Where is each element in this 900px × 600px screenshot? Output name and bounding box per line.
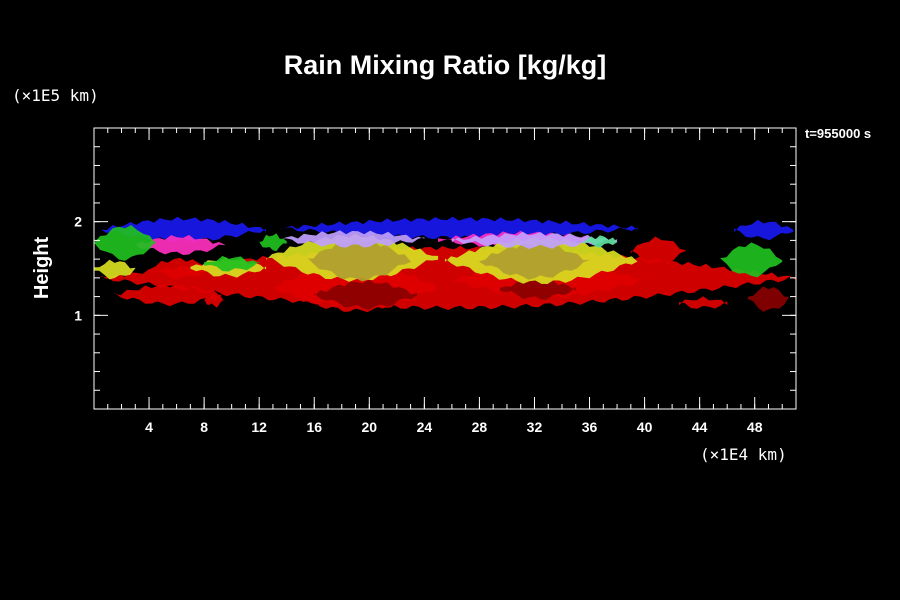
- axis-ticks: [94, 128, 796, 409]
- x-tick-label: 12: [251, 419, 267, 435]
- y-tick-label: 1: [74, 307, 82, 323]
- x-tick-label: 4: [145, 419, 153, 435]
- region-green: [259, 233, 287, 252]
- time-label: t=955000 s: [805, 126, 871, 141]
- y-axis-title: Height: [31, 237, 53, 300]
- x-tick-label: 16: [306, 419, 322, 435]
- region-red: [630, 236, 686, 264]
- region-cyan: [582, 235, 618, 248]
- x-tick-label: 36: [582, 419, 598, 435]
- region-green: [94, 225, 156, 261]
- x-tick-label: 40: [637, 419, 653, 435]
- region-red: [149, 257, 211, 280]
- plot-area: [94, 216, 796, 313]
- region-red: [204, 293, 225, 308]
- region-red: [679, 296, 728, 309]
- y-tick-label: 2: [74, 214, 82, 230]
- x-unit-label: (×1E4 km): [700, 445, 787, 464]
- x-tick-label: 8: [200, 419, 208, 435]
- x-tick-label: 48: [747, 419, 763, 435]
- chart-title: Rain Mixing Ratio [kg/kg]: [284, 50, 607, 80]
- region-lavender: [279, 230, 425, 248]
- y-unit-label: (×1E5 km): [12, 86, 99, 105]
- region-red: [114, 283, 225, 307]
- region-green: [204, 255, 260, 272]
- region-yellow: [94, 259, 136, 280]
- x-tick-label: 44: [692, 419, 708, 435]
- region-lavender: [451, 231, 618, 249]
- region-olive: [479, 242, 590, 280]
- region-green: [720, 242, 783, 278]
- region-dark_red: [500, 277, 576, 300]
- x-tick-label: 20: [362, 419, 378, 435]
- x-tick-label: 32: [527, 419, 543, 435]
- plot-frame: [93, 127, 797, 410]
- region-dark_red: [747, 286, 790, 312]
- region-magenta: [135, 234, 225, 255]
- x-tick-label: 24: [417, 419, 433, 435]
- x-tick-label: 28: [472, 419, 488, 435]
- region-dark_red: [314, 279, 418, 310]
- region-blue: [734, 219, 794, 241]
- region-olive: [307, 238, 411, 282]
